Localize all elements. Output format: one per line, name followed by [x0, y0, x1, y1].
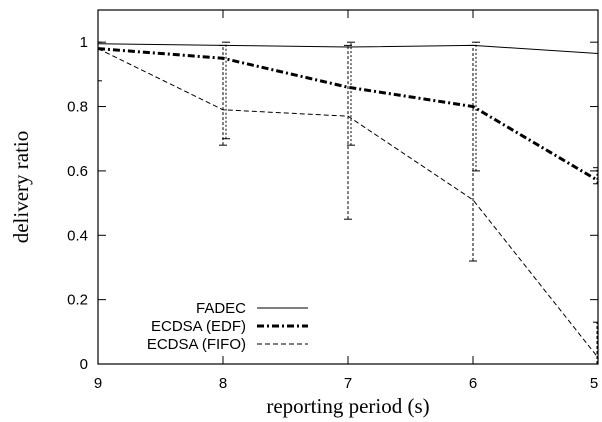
axis-ticks: 0 0.2 0.4 0.6 0.8 1 9 8 7 6 5 — [67, 10, 599, 392]
y-tick-label: 0 — [80, 356, 88, 373]
y-tick-label: 0.4 — [67, 227, 88, 244]
y-tick-label: 1 — [80, 34, 88, 51]
y-axis-title: delivery ratio — [9, 131, 33, 244]
x-tick-label: 9 — [94, 375, 102, 392]
legend-label: ECDSA (FIFO) — [147, 336, 246, 353]
x-tick-label: 5 — [590, 375, 598, 392]
legend-label: ECDSA (EDF) — [151, 318, 246, 335]
y-tick-label: 0.6 — [67, 163, 88, 180]
x-tick-label: 6 — [469, 375, 477, 392]
series-lines — [97, 43, 599, 358]
legend-label: FADEC — [196, 300, 246, 317]
y-tick-label: 0.2 — [67, 292, 88, 309]
y-tick-label: 0.8 — [67, 99, 88, 116]
x-tick-label: 8 — [219, 375, 227, 392]
error-bars — [97, 41, 598, 365]
series-line-fadec — [97, 43, 599, 54]
series-line-ecdsa-fifo — [97, 48, 599, 358]
x-axis-title: reporting period (s) — [266, 394, 429, 418]
x-tick-label: 7 — [344, 375, 352, 392]
